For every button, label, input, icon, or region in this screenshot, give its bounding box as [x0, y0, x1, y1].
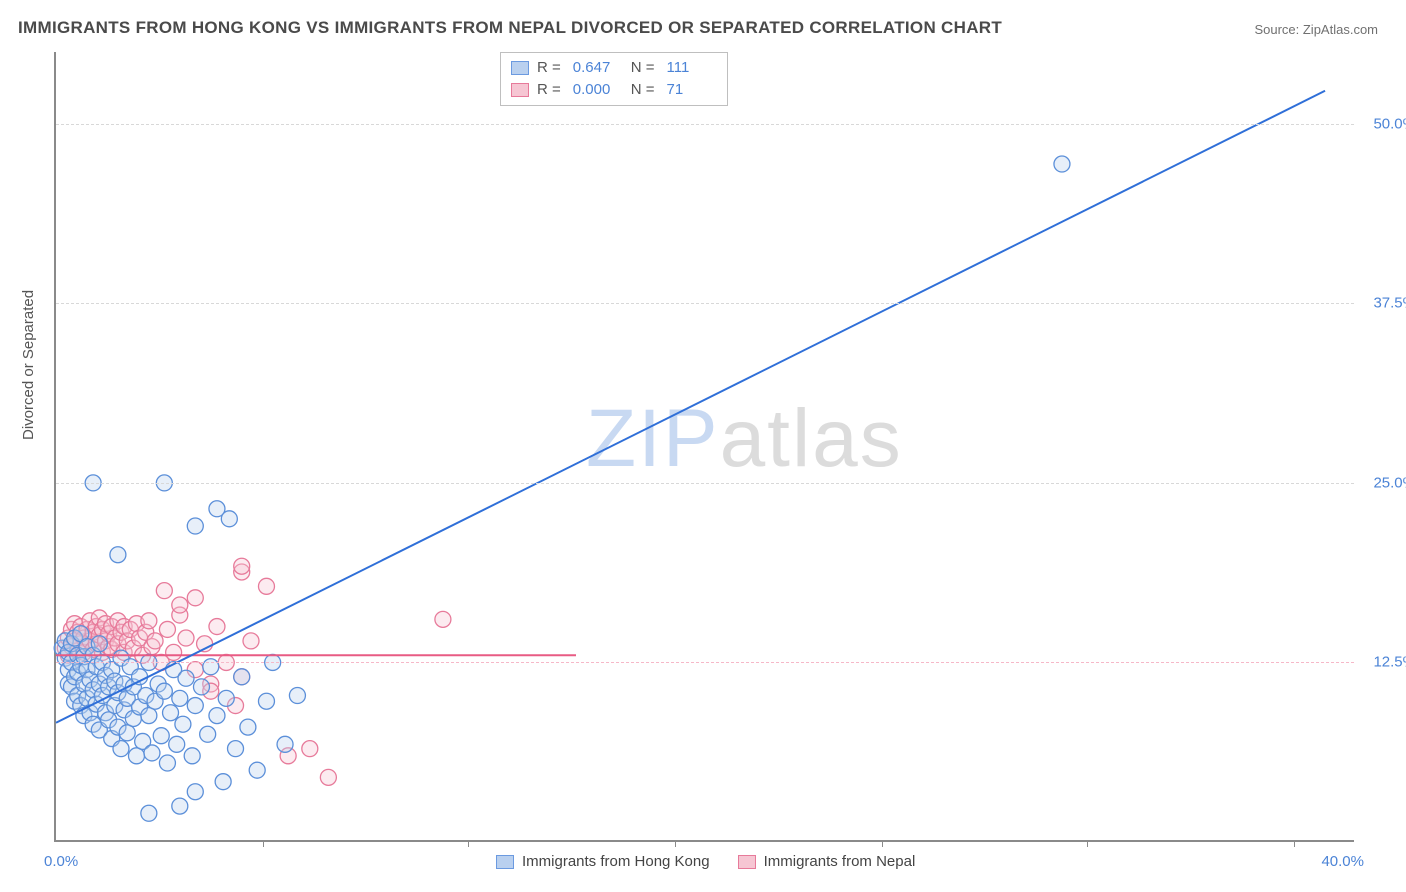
legend-r-value: 0.000	[573, 79, 623, 101]
gridline-h	[56, 483, 1354, 484]
hongkong-point	[141, 805, 157, 821]
gridline-h	[56, 303, 1354, 304]
hongkong-point	[163, 705, 179, 721]
nepal-point	[187, 590, 203, 606]
x-origin-label: 0.0%	[44, 853, 78, 870]
nepal-point	[302, 741, 318, 757]
chart-title: IMMIGRANTS FROM HONG KONG VS IMMIGRANTS …	[18, 18, 1002, 38]
nepal-point	[234, 558, 250, 574]
legend-n-value: 71	[667, 79, 717, 101]
legend-series-label: Immigrants from Hong Kong	[522, 853, 710, 870]
hongkong-point	[178, 670, 194, 686]
x-tick	[882, 840, 883, 847]
hongkong-point	[172, 690, 188, 706]
x-tick	[675, 840, 676, 847]
x-tick	[1087, 840, 1088, 847]
legend-swatch	[511, 83, 529, 97]
legend-swatch	[496, 855, 514, 869]
hongkong-point	[113, 741, 129, 757]
hongkong-point	[132, 669, 148, 685]
hongkong-point	[215, 774, 231, 790]
gridline-h	[56, 662, 1354, 663]
hongkong-point	[277, 736, 293, 752]
hongkong-point	[119, 725, 135, 741]
hongkong-point	[289, 687, 305, 703]
legend-stat-row: R = 0.647 N = 111	[511, 57, 717, 79]
nepal-point	[141, 613, 157, 629]
gridline-h	[56, 124, 1354, 125]
hongkong-point	[156, 683, 172, 699]
hongkong-point	[200, 726, 216, 742]
legend-swatch	[511, 61, 529, 75]
source-attribution: Source: ZipAtlas.com	[1254, 22, 1378, 37]
nepal-point	[320, 769, 336, 785]
nepal-point	[243, 633, 259, 649]
hongkong-point	[193, 679, 209, 695]
legend-series-item: Immigrants from Nepal	[738, 853, 916, 870]
legend-stats: R = 0.647 N = 111 R = 0.000 N = 71	[500, 52, 728, 106]
legend-n-label: N =	[631, 57, 655, 79]
nepal-point	[209, 619, 225, 635]
y-tick-label: 50.0%	[1373, 115, 1406, 132]
hongkong-point	[187, 698, 203, 714]
legend-series-item: Immigrants from Hong Kong	[496, 853, 710, 870]
nepal-point	[258, 578, 274, 594]
hongkong-point	[258, 693, 274, 709]
hongkong-point	[141, 708, 157, 724]
hongkong-point	[184, 748, 200, 764]
hongkong-point	[228, 741, 244, 757]
legend-stat-row: R = 0.000 N = 71	[511, 79, 717, 101]
legend-series: Immigrants from Hong Kong Immigrants from…	[496, 853, 915, 870]
nepal-point	[435, 611, 451, 627]
hongkong-point	[110, 547, 126, 563]
nepal-point	[159, 621, 175, 637]
chart-svg	[56, 52, 1354, 840]
hongkong-point	[221, 511, 237, 527]
legend-n-value: 111	[667, 57, 717, 79]
y-tick-label: 12.5%	[1373, 654, 1406, 671]
nepal-point	[156, 583, 172, 599]
hongkong-point	[91, 636, 107, 652]
hongkong-point	[187, 784, 203, 800]
hongkong-point	[153, 728, 169, 744]
hongkong-point	[240, 719, 256, 735]
y-axis-label: Divorced or Separated	[20, 290, 37, 440]
legend-r-label: R =	[537, 79, 561, 101]
legend-r-label: R =	[537, 57, 561, 79]
nepal-point	[172, 597, 188, 613]
nepal-point	[147, 633, 163, 649]
y-tick-label: 25.0%	[1373, 474, 1406, 491]
hongkong-point	[209, 708, 225, 724]
legend-r-value: 0.647	[573, 57, 623, 79]
hongkong-point	[172, 798, 188, 814]
legend-swatch	[738, 855, 756, 869]
plot-area: ZIPatlas 12.5%25.0%37.5%50.0% 0.0% 40.0%…	[54, 52, 1354, 842]
legend-series-label: Immigrants from Nepal	[764, 853, 916, 870]
hongkong-point	[144, 745, 160, 761]
legend-n-label: N =	[631, 79, 655, 101]
hongkong-point	[218, 690, 234, 706]
hongkong-point	[234, 669, 250, 685]
hongkong-point	[159, 755, 175, 771]
hongkong-point	[128, 748, 144, 764]
nepal-point	[178, 630, 194, 646]
x-tick	[468, 840, 469, 847]
hongkong-point	[175, 716, 191, 732]
hongkong-point	[187, 518, 203, 534]
hongkong-point	[169, 736, 185, 752]
hongkong-point	[249, 762, 265, 778]
hongkong-point	[203, 659, 219, 675]
x-max-label: 40.0%	[1321, 853, 1364, 870]
x-tick	[263, 840, 264, 847]
nepal-point	[166, 644, 182, 660]
y-tick-label: 37.5%	[1373, 295, 1406, 312]
x-tick	[1294, 840, 1295, 847]
hongkong-point	[1054, 156, 1070, 172]
hongkong-trendline	[56, 91, 1325, 723]
